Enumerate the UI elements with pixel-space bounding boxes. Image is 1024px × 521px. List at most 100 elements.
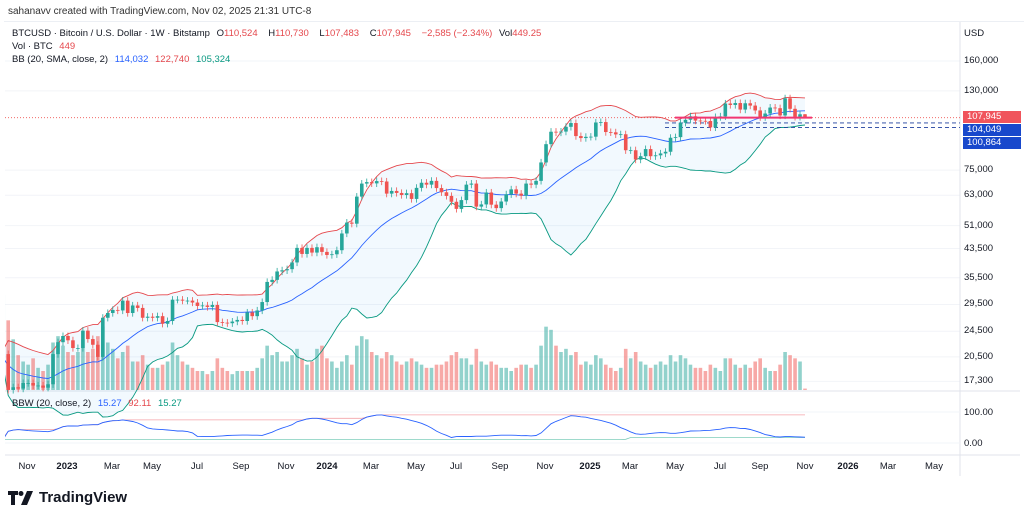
volume-bar bbox=[534, 364, 538, 390]
volume-bar bbox=[409, 358, 414, 390]
volume-bar bbox=[325, 358, 329, 390]
volume-bar bbox=[628, 358, 633, 390]
candle bbox=[364, 182, 369, 184]
candle bbox=[509, 189, 513, 195]
candle bbox=[11, 387, 15, 390]
volume-bar bbox=[718, 371, 723, 390]
close-value: 107,945 bbox=[376, 28, 411, 39]
volume-bar bbox=[743, 364, 748, 390]
volume-bar bbox=[355, 345, 359, 390]
candle bbox=[399, 192, 404, 195]
ohlc-low: L107,483 bbox=[319, 28, 363, 39]
volume-bar bbox=[424, 367, 429, 390]
candle bbox=[379, 181, 384, 182]
volume-bar bbox=[778, 364, 782, 390]
bbw-title[interactable]: BBW (20, close, 2) bbox=[12, 398, 92, 409]
price-tick: 24,500 bbox=[964, 325, 994, 337]
volume-bar bbox=[723, 358, 728, 390]
volume-bar bbox=[150, 367, 155, 390]
candle bbox=[315, 247, 319, 253]
volume-bar bbox=[494, 364, 499, 390]
candle bbox=[91, 339, 95, 345]
candle bbox=[584, 136, 588, 139]
candle bbox=[544, 144, 548, 163]
candle bbox=[235, 319, 240, 322]
candle bbox=[459, 200, 464, 209]
candle bbox=[773, 107, 777, 109]
volume-bar bbox=[399, 364, 404, 390]
candle bbox=[728, 103, 733, 105]
candle bbox=[713, 117, 718, 128]
candle bbox=[608, 132, 613, 133]
candle bbox=[285, 269, 289, 271]
volume-bar bbox=[404, 361, 409, 390]
volume-bar bbox=[693, 367, 698, 390]
candle bbox=[439, 188, 444, 193]
tradingview-logo[interactable]: TradingView bbox=[8, 489, 127, 506]
candle bbox=[26, 382, 30, 384]
volume-bar bbox=[539, 345, 543, 390]
candle bbox=[190, 300, 195, 303]
volume-bar bbox=[564, 348, 568, 390]
volume-bar bbox=[315, 348, 319, 390]
time-tick: 2025 bbox=[579, 461, 601, 472]
candle bbox=[46, 384, 50, 388]
volume-bar bbox=[713, 367, 718, 390]
candle bbox=[434, 180, 439, 189]
volume-title[interactable]: Vol · BTC bbox=[12, 41, 53, 52]
candle bbox=[778, 108, 782, 116]
volume-bar bbox=[275, 352, 279, 390]
volume-bar bbox=[245, 371, 250, 390]
volume-bar bbox=[215, 358, 220, 390]
volume-bar bbox=[798, 361, 802, 390]
volume-bar bbox=[66, 352, 70, 390]
volume-bar bbox=[384, 352, 389, 390]
volume-bar bbox=[653, 364, 658, 390]
candle bbox=[374, 181, 379, 184]
symbol-legend: BTCUSD · Bitcoin / U.S. Dollar · 1W · Bi… bbox=[12, 28, 549, 39]
bbw-highest-value: 92.11 bbox=[128, 398, 152, 409]
volume-bar bbox=[444, 361, 449, 390]
candle bbox=[673, 137, 678, 138]
currency-label: USD bbox=[964, 28, 985, 39]
candle bbox=[350, 222, 354, 224]
candle bbox=[579, 136, 583, 139]
bb-lower-line bbox=[5, 124, 806, 418]
volume-bar bbox=[604, 364, 608, 390]
candle bbox=[145, 316, 150, 318]
candle bbox=[245, 312, 250, 322]
volume-bar bbox=[56, 336, 60, 390]
candle bbox=[534, 180, 538, 185]
candle bbox=[768, 107, 772, 114]
candle bbox=[549, 131, 553, 145]
volume-bar bbox=[310, 361, 314, 390]
volume-bar bbox=[46, 364, 50, 390]
volume-bar bbox=[748, 367, 753, 390]
bb-title[interactable]: BB (20, SMA, close, 2) bbox=[12, 54, 109, 65]
volume-bar bbox=[449, 355, 454, 390]
high-value: 110,730 bbox=[275, 28, 309, 39]
candle bbox=[21, 382, 25, 389]
candle bbox=[559, 131, 563, 133]
candle bbox=[758, 110, 762, 118]
volume-bar bbox=[509, 371, 513, 390]
candle bbox=[61, 335, 65, 343]
price-tick: 75,000 bbox=[964, 164, 994, 176]
bbw-lowest-value: 15.27 bbox=[157, 398, 182, 409]
candle bbox=[414, 187, 419, 199]
symbol-title[interactable]: BTCUSD · Bitcoin / U.S. Dollar · 1W · Bi… bbox=[12, 28, 210, 39]
candle bbox=[101, 317, 105, 357]
candle bbox=[733, 103, 738, 105]
candle bbox=[569, 123, 573, 127]
candle bbox=[86, 330, 90, 340]
volume-bar bbox=[579, 364, 583, 390]
volume-bar bbox=[125, 345, 130, 390]
volume-value: 449.25 bbox=[512, 28, 542, 39]
candle bbox=[384, 181, 389, 194]
time-tick: Sep bbox=[751, 461, 769, 472]
price-tick: 35,500 bbox=[964, 271, 994, 283]
volume-bar bbox=[379, 358, 384, 390]
candle bbox=[419, 182, 424, 188]
candle bbox=[250, 312, 255, 317]
